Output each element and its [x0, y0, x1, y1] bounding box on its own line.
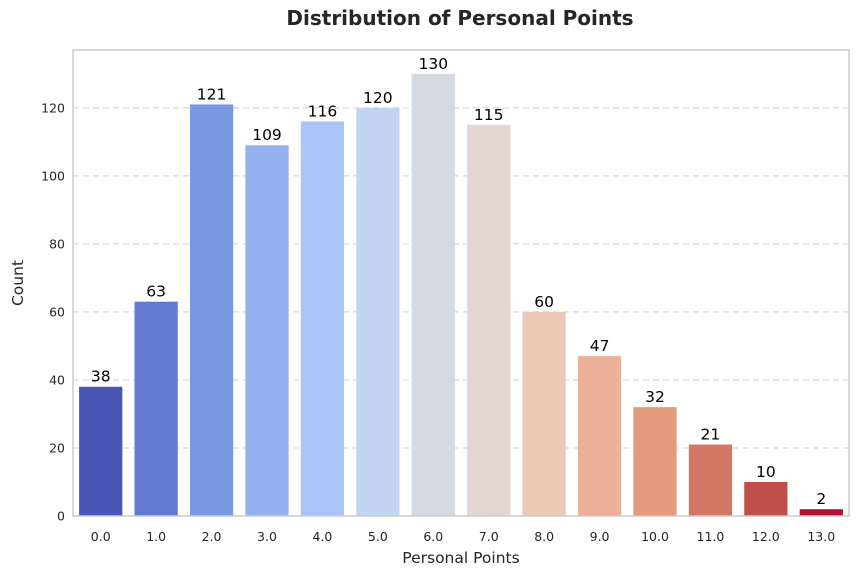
bar [467, 124, 511, 516]
bar [688, 444, 733, 516]
bar [356, 107, 400, 516]
bar [411, 73, 455, 517]
bar-value-label: 38 [91, 368, 111, 386]
plot-frame [72, 49, 850, 517]
x-tick-label: 0.0 [91, 529, 111, 544]
y-tick-label: 0 [57, 509, 65, 524]
bar [300, 121, 345, 516]
y-tick-label: 100 [41, 168, 65, 183]
bars [79, 73, 843, 517]
bar-value-label: 121 [197, 85, 227, 103]
bar-value-label: 32 [645, 388, 665, 406]
chart-title: Distribution of Personal Points [286, 6, 633, 30]
x-tick-label: 10.0 [641, 529, 669, 544]
bar [522, 311, 566, 516]
bar-value-label: 2 [816, 490, 826, 508]
bar [799, 509, 843, 516]
x-tick-label: 3.0 [257, 529, 277, 544]
bar-value-label: 47 [590, 337, 610, 355]
bar-value-label: 60 [534, 293, 554, 311]
x-tick-label: 11.0 [697, 529, 725, 544]
y-tick-labels: 0 20 40 60 80 100 120 [41, 100, 65, 523]
x-tick-label: 8.0 [534, 529, 554, 544]
x-tick-label: 7.0 [479, 529, 499, 544]
bar-value-label: 10 [756, 463, 776, 481]
y-gridlines [73, 107, 849, 449]
y-tick-label: 40 [49, 372, 65, 387]
data-labels: 38 63 121 109 116 120 130 115 60 47 32 21 10 2 [91, 55, 826, 508]
x-tick-label: 5.0 [368, 529, 388, 544]
bar [245, 145, 289, 516]
bar-value-label: 116 [308, 102, 338, 120]
x-tick-label: 2.0 [202, 529, 222, 544]
y-axis-label: Count [9, 260, 27, 306]
y-tick-label: 80 [49, 236, 65, 251]
bar-value-label: 130 [418, 55, 448, 73]
bar-value-label: 109 [252, 126, 282, 144]
x-tick-label: 13.0 [807, 529, 835, 544]
bar [189, 104, 234, 517]
bar [633, 407, 677, 516]
bar-value-label: 120 [363, 89, 393, 107]
y-tick-label: 120 [41, 100, 65, 115]
y-tick-label: 20 [49, 440, 65, 455]
x-axis-label: Personal Points [402, 549, 519, 567]
bar-value-label: 21 [701, 426, 721, 444]
x-tick-label: 9.0 [590, 529, 610, 544]
y-tick-label: 60 [49, 304, 65, 319]
bar [134, 301, 178, 516]
x-tick-label: 6.0 [423, 529, 443, 544]
x-tick-labels: 0.0 1.0 2.0 3.0 4.0 5.0 6.0 7.0 8.0 9.0 10.0 11.0 12… [91, 529, 835, 544]
bar [577, 356, 622, 516]
x-tick-label: 1.0 [146, 529, 166, 544]
bar [744, 481, 788, 516]
x-tick-label: 12.0 [752, 529, 780, 544]
bar-value-label: 115 [474, 106, 504, 124]
x-tick-label: 4.0 [312, 529, 332, 544]
bar-value-label: 63 [146, 283, 166, 301]
bar [79, 386, 123, 516]
